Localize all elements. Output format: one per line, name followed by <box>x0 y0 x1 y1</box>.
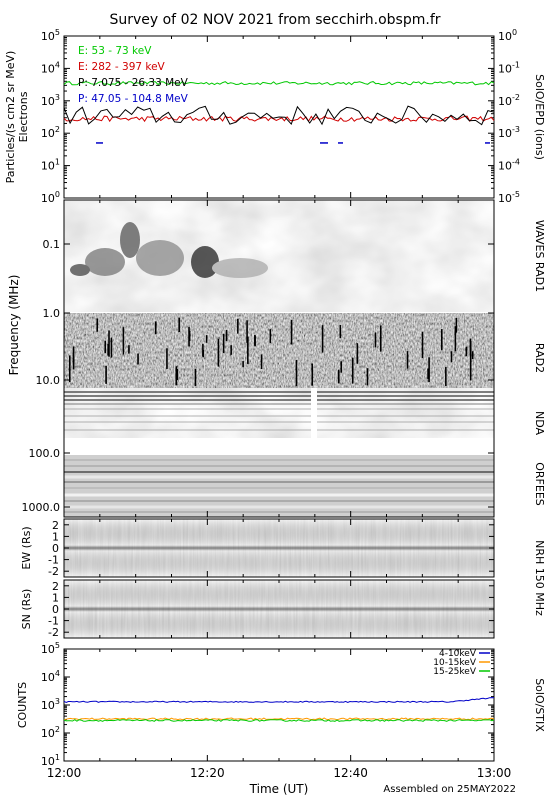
tick-label: 10-2 <box>498 93 520 108</box>
stix-panel: 101 102 103 104 105 4-10keV 10-15keV 15-25ke… <box>16 641 546 768</box>
spectrogram-y-label: Frequency (MHz) <box>7 275 21 376</box>
nrh-sn-y-ticks: 210-1-2 <box>48 580 494 639</box>
series-line-epd <box>63 80 495 86</box>
spectrogram-y-ticks: 0.1 1.0 10.0 100.0 1000.0 <box>22 238 494 514</box>
tick-label: 101 <box>41 158 60 173</box>
epd-y2-ticks: 10-5 10-4 10-3 10-2 10-1 100 <box>498 28 520 205</box>
x-axis-ticks: 12:00 12:20 12:40 13:00 <box>47 36 512 780</box>
nrh-right-label: NRH 150 MHz <box>533 540 546 616</box>
tick-label: 0.1 <box>43 238 61 251</box>
series-line-epd <box>63 115 495 123</box>
tick-label: 0 <box>52 542 59 555</box>
rad1-features <box>70 222 268 278</box>
tick-label: -1 <box>48 615 59 628</box>
nrh-ew-y-ticks: 210-1-2 <box>48 519 494 578</box>
nda-gap <box>311 388 317 438</box>
tick-label: 100.0 <box>29 447 61 460</box>
tick-label: 1 <box>52 591 59 604</box>
legend-entry: 15-25keV <box>433 667 477 677</box>
orfees-right-label: ORFEES <box>533 462 546 506</box>
nrh-sn-band <box>64 580 494 638</box>
tick-label: 102 <box>41 725 60 740</box>
figure-title: Survey of 02 NOV 2021 from secchirh.obsp… <box>109 12 440 28</box>
series-line-stix <box>63 697 495 703</box>
tick-label: 10-3 <box>498 125 520 140</box>
nrh-ew-y-label: EW (Rs) <box>20 526 33 569</box>
spectrogram-panel: 0.1 1.0 10.0 100.0 1000.0 Frequency (MHz) WA… <box>7 199 546 518</box>
rad1-blob <box>212 258 268 278</box>
stix-y-ticks: 101 102 103 104 105 <box>41 641 494 768</box>
orfees-stripes <box>64 459 494 513</box>
epd-y-label: Particles/(s cm2 sr MeV) <box>4 51 17 184</box>
tick-label: 104 <box>41 60 60 75</box>
stix-y-label: COUNTS <box>16 682 29 728</box>
nrh-sn-y-label: SN (Rs) <box>20 589 33 630</box>
legend-entry: P: 47.05 - 104.8 MeV <box>78 93 189 105</box>
x-axis-label: Time (UT) <box>249 782 309 796</box>
tick-label: 105 <box>41 28 60 43</box>
epd-right-label: SolO/EPD (ions) <box>533 74 546 160</box>
tick-label: 101 <box>41 753 60 768</box>
tick-label: 10-1 <box>498 60 520 75</box>
rad1-blob <box>136 240 184 276</box>
rad1-right-label: WAVES RAD1 <box>533 220 546 292</box>
rad1-blob <box>85 248 125 276</box>
tick-label: 10-5 <box>498 190 520 205</box>
rad1-blob <box>70 264 90 276</box>
footer-note: Assembled on 25MAY2022 <box>383 784 516 795</box>
nrh-sn-panel: 210-1-2 SN (Rs) <box>20 579 495 639</box>
tick-label: 2 <box>52 519 59 532</box>
stix-right-label: SolO/STIX <box>533 678 546 732</box>
stix-frame <box>63 648 495 762</box>
legend-entry: E: 53 - 73 keV <box>78 45 152 57</box>
tick-label: 1000.0 <box>22 501 61 514</box>
series-line-epd <box>63 105 495 126</box>
rad1-band <box>64 200 494 312</box>
epd-y-label-2: Electrons <box>17 91 30 142</box>
series-line-stix <box>63 717 495 721</box>
tick-label: 10-4 <box>498 158 520 173</box>
spectrogram-gap <box>64 438 494 455</box>
tick-label: 103 <box>41 93 60 108</box>
tick-label: 100 <box>41 190 60 205</box>
nda-stripes <box>64 391 494 431</box>
legend-entry: 10-15keV <box>433 658 477 668</box>
tick-label: -2 <box>48 626 59 639</box>
tick-label: -1 <box>48 554 59 567</box>
tick-label: 2 <box>52 580 59 593</box>
x-tick-label: 13:00 <box>477 766 512 780</box>
rad1-blob <box>120 222 140 258</box>
epd-series <box>63 80 495 144</box>
legend-entry: P: 7.075 - 26.33 MeV <box>78 77 189 89</box>
epd-legend: E: 53 - 73 keV E: 282 - 397 keV P: 7.075… <box>78 45 189 105</box>
tick-label: 1 <box>52 530 59 543</box>
rad2-right-label: RAD2 <box>533 343 546 373</box>
epd-y-ticks: 100 101 102 103 104 105 <box>41 28 494 205</box>
nrh-ew-band <box>64 519 494 577</box>
tick-label: 105 <box>41 641 60 656</box>
series-line-stix <box>63 719 495 722</box>
tick-label: -2 <box>48 565 59 578</box>
tick-label: 10.0 <box>36 374 61 387</box>
rad2-vertical-bursts <box>68 317 474 386</box>
stix-legend: 4-10keV 10-15keV 15-25keV <box>433 649 490 677</box>
nrh-ew-panel: 210-1-2 EW (Rs) NRH 150 MHz <box>20 518 546 616</box>
nda-right-label: NDA <box>533 411 546 436</box>
x-tick-label: 12:40 <box>333 766 368 780</box>
rad1-blob <box>191 246 219 278</box>
tick-label: 1.0 <box>43 307 61 320</box>
tick-label: 103 <box>41 697 60 712</box>
stix-series <box>63 697 495 722</box>
tick-label: 104 <box>41 669 60 684</box>
legend-entry: E: 282 - 397 keV <box>78 61 166 73</box>
tick-label: 102 <box>41 125 60 140</box>
x-tick-label: 12:00 <box>47 766 82 780</box>
tick-label: 0 <box>52 603 59 616</box>
tick-label: 100 <box>498 28 517 43</box>
x-tick-label: 12:20 <box>190 766 225 780</box>
legend-entry: 4-10keV <box>439 649 477 659</box>
